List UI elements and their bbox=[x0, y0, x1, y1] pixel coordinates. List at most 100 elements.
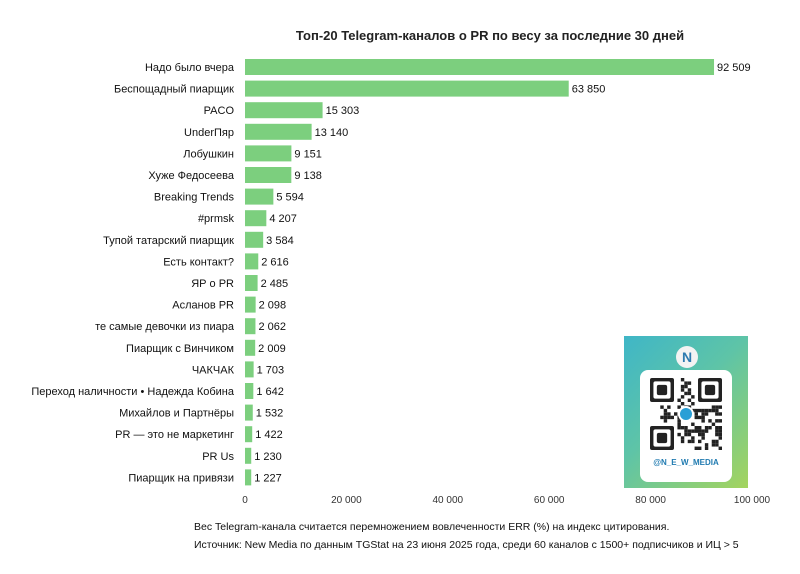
bar bbox=[245, 167, 292, 183]
category-label: Хуже Федосеева bbox=[148, 170, 234, 182]
qr-module bbox=[698, 408, 702, 413]
category-label: #prmsk bbox=[198, 213, 235, 225]
value-label: 92 509 bbox=[717, 62, 751, 74]
qr-module bbox=[718, 426, 722, 430]
qr-module bbox=[715, 443, 719, 447]
x-tick-label: 80 000 bbox=[635, 495, 666, 506]
x-tick-label: 100 000 bbox=[734, 495, 771, 506]
qr-module bbox=[698, 439, 702, 444]
qr-module bbox=[711, 443, 716, 447]
note-line-2: Источник: New Media по данным TGStat на … bbox=[194, 539, 739, 551]
qr-finder bbox=[704, 384, 716, 396]
bar bbox=[245, 447, 252, 464]
qr-module bbox=[708, 426, 712, 430]
qr-module bbox=[701, 436, 705, 440]
category-label: ЧАКЧАК bbox=[192, 364, 235, 376]
qr-module bbox=[694, 415, 698, 420]
qr-module bbox=[684, 429, 688, 433]
bar bbox=[245, 123, 312, 140]
x-tick-label: 0 bbox=[242, 495, 248, 506]
value-label: 3 584 bbox=[266, 235, 294, 247]
qr-module bbox=[674, 412, 678, 416]
category-label: Пиарщик с Винчиком bbox=[126, 343, 234, 355]
qr-module bbox=[701, 429, 705, 433]
qr-module bbox=[684, 391, 688, 396]
qr-module bbox=[667, 415, 671, 420]
category-label: Переход наличности • Надежда Кобина bbox=[31, 386, 235, 398]
qr-module bbox=[715, 439, 719, 444]
bar bbox=[245, 145, 292, 162]
bar bbox=[245, 231, 264, 248]
qr-module bbox=[715, 405, 719, 409]
qr-module bbox=[680, 388, 685, 392]
qr-module bbox=[711, 422, 716, 426]
qr-module bbox=[667, 412, 671, 416]
qr-module bbox=[694, 426, 698, 430]
qr-module bbox=[677, 419, 681, 423]
bar bbox=[245, 210, 267, 227]
qr-module bbox=[680, 395, 685, 399]
value-label: 1 532 bbox=[256, 408, 284, 420]
note-line-1: Вес Telegram-канала считается перемножен… bbox=[194, 521, 670, 533]
qr-module bbox=[715, 419, 719, 423]
qr-module bbox=[694, 446, 698, 450]
category-labels: Надо было вчера Беспощадный пиарщик PACO Un… bbox=[31, 62, 235, 484]
qr-module bbox=[660, 415, 664, 420]
category-label: ЯР о PR bbox=[191, 278, 234, 290]
x-tick-label: 60 000 bbox=[534, 495, 565, 506]
qr-module bbox=[694, 408, 698, 413]
qr-code-icon bbox=[650, 378, 722, 450]
bar bbox=[245, 339, 256, 356]
qr-handle: @N_E_W_MEDIA bbox=[653, 458, 719, 467]
qr-module bbox=[691, 402, 695, 406]
value-label: 2 616 bbox=[261, 256, 289, 268]
qr-module bbox=[694, 412, 698, 416]
qr-module bbox=[663, 408, 668, 413]
qr-module bbox=[708, 408, 712, 413]
qr-module bbox=[667, 405, 671, 409]
x-tick-label: 20 000 bbox=[331, 495, 362, 506]
qr-module bbox=[663, 415, 668, 420]
qr-card[interactable]: N @N_E_W_MEDIA bbox=[624, 336, 748, 488]
bar bbox=[245, 404, 253, 421]
qr-finder bbox=[656, 384, 668, 396]
bar bbox=[245, 59, 715, 75]
qr-module bbox=[698, 432, 702, 437]
qr-module bbox=[698, 429, 702, 433]
category-label: те самые девочки из пиара bbox=[95, 321, 235, 333]
qr-module bbox=[687, 391, 692, 396]
qr-module bbox=[704, 446, 709, 450]
qr-module bbox=[718, 432, 722, 437]
category-label: Михайлов и Партнёры bbox=[119, 408, 234, 420]
qr-module bbox=[680, 402, 685, 406]
qr-module bbox=[718, 436, 722, 440]
qr-finder bbox=[656, 432, 668, 444]
qr-module bbox=[691, 422, 695, 426]
qr-module bbox=[694, 429, 698, 433]
category-label: PR Us bbox=[202, 451, 234, 463]
value-label: 1 227 bbox=[254, 472, 282, 484]
qr-module bbox=[691, 436, 695, 440]
category-label: Пиарщик на привязи bbox=[128, 472, 234, 484]
qr-module bbox=[701, 432, 705, 437]
qr-module bbox=[704, 429, 709, 433]
value-label: 15 303 bbox=[326, 105, 360, 117]
category-label: Лобушкин bbox=[183, 148, 234, 160]
bar bbox=[245, 253, 259, 270]
value-label: 1 230 bbox=[254, 451, 282, 463]
qr-module bbox=[687, 381, 692, 385]
value-label: 4 207 bbox=[269, 213, 297, 225]
qr-module bbox=[677, 398, 681, 402]
value-label: 5 594 bbox=[276, 192, 304, 204]
qr-module bbox=[687, 429, 692, 433]
value-label: 1 642 bbox=[256, 386, 284, 398]
qr-module bbox=[660, 405, 664, 409]
qr-module bbox=[704, 443, 709, 447]
qr-module bbox=[701, 412, 705, 416]
qr-module bbox=[701, 419, 705, 423]
qr-module bbox=[715, 426, 719, 430]
qr-module bbox=[698, 426, 702, 430]
qr-module bbox=[715, 429, 719, 433]
category-label: Тупой татарский пиарщик bbox=[103, 235, 234, 247]
qr-module bbox=[704, 412, 709, 416]
